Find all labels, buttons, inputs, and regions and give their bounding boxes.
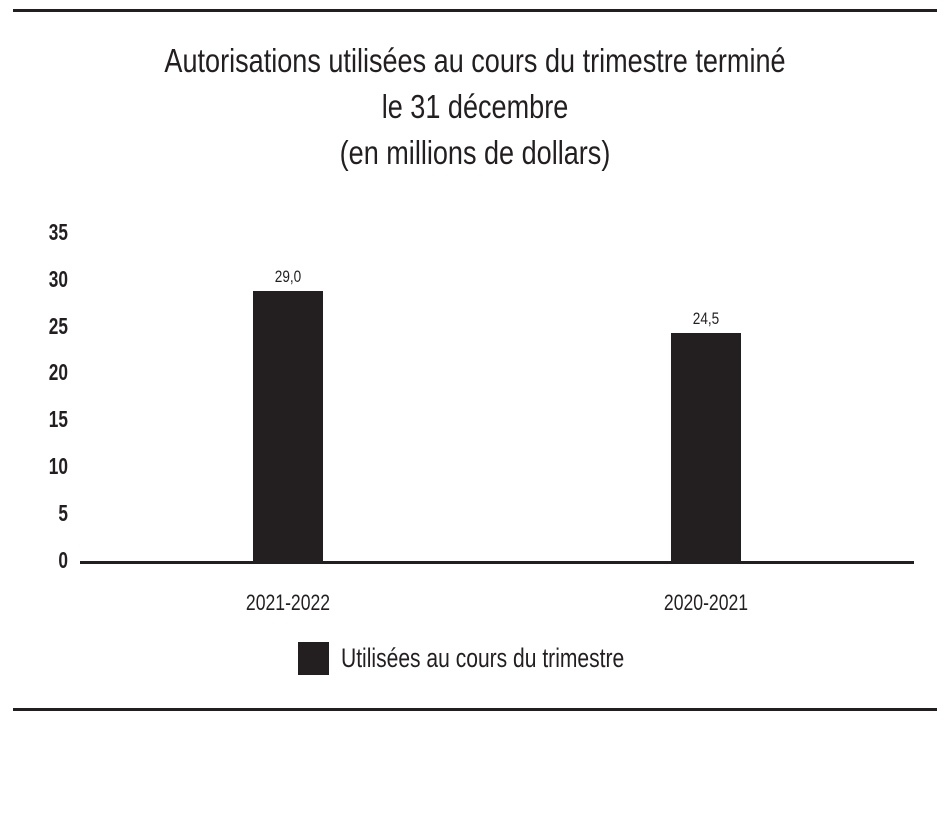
bar-2020-2021 bbox=[671, 333, 741, 562]
bottom-rule bbox=[13, 708, 937, 711]
y-tick: 30 bbox=[48, 266, 68, 292]
bar-value-label: 24,5 bbox=[692, 309, 720, 328]
chart-title-line-3: (en millions de dollars) bbox=[339, 134, 611, 171]
y-tick: 35 bbox=[48, 219, 68, 245]
bar-value-label: 29,0 bbox=[274, 267, 302, 286]
x-tick-label: 2021-2022 bbox=[245, 590, 331, 615]
legend-swatch-icon bbox=[298, 641, 329, 675]
top-rule bbox=[13, 9, 937, 12]
y-tick: 0 bbox=[58, 547, 68, 573]
x-tick-label: 2020-2021 bbox=[663, 590, 749, 615]
chart-title-line-1: Autorisations utilisées au cours du trim… bbox=[164, 42, 786, 79]
y-tick: 10 bbox=[48, 453, 68, 479]
bar-2021-2022 bbox=[253, 291, 323, 562]
chart-title-line-2: le 31 décembre bbox=[381, 88, 569, 125]
x-axis-line bbox=[80, 561, 914, 564]
legend-label: Utilisées au cours du trimestre bbox=[341, 642, 625, 673]
y-tick: 15 bbox=[48, 406, 68, 432]
legend: Utilisées au cours du trimestre bbox=[298, 640, 704, 676]
y-tick: 20 bbox=[48, 359, 68, 385]
chart-title: Autorisations utilisées au cours du trim… bbox=[86, 38, 865, 176]
y-tick: 25 bbox=[48, 313, 68, 339]
y-tick: 5 bbox=[58, 500, 68, 526]
